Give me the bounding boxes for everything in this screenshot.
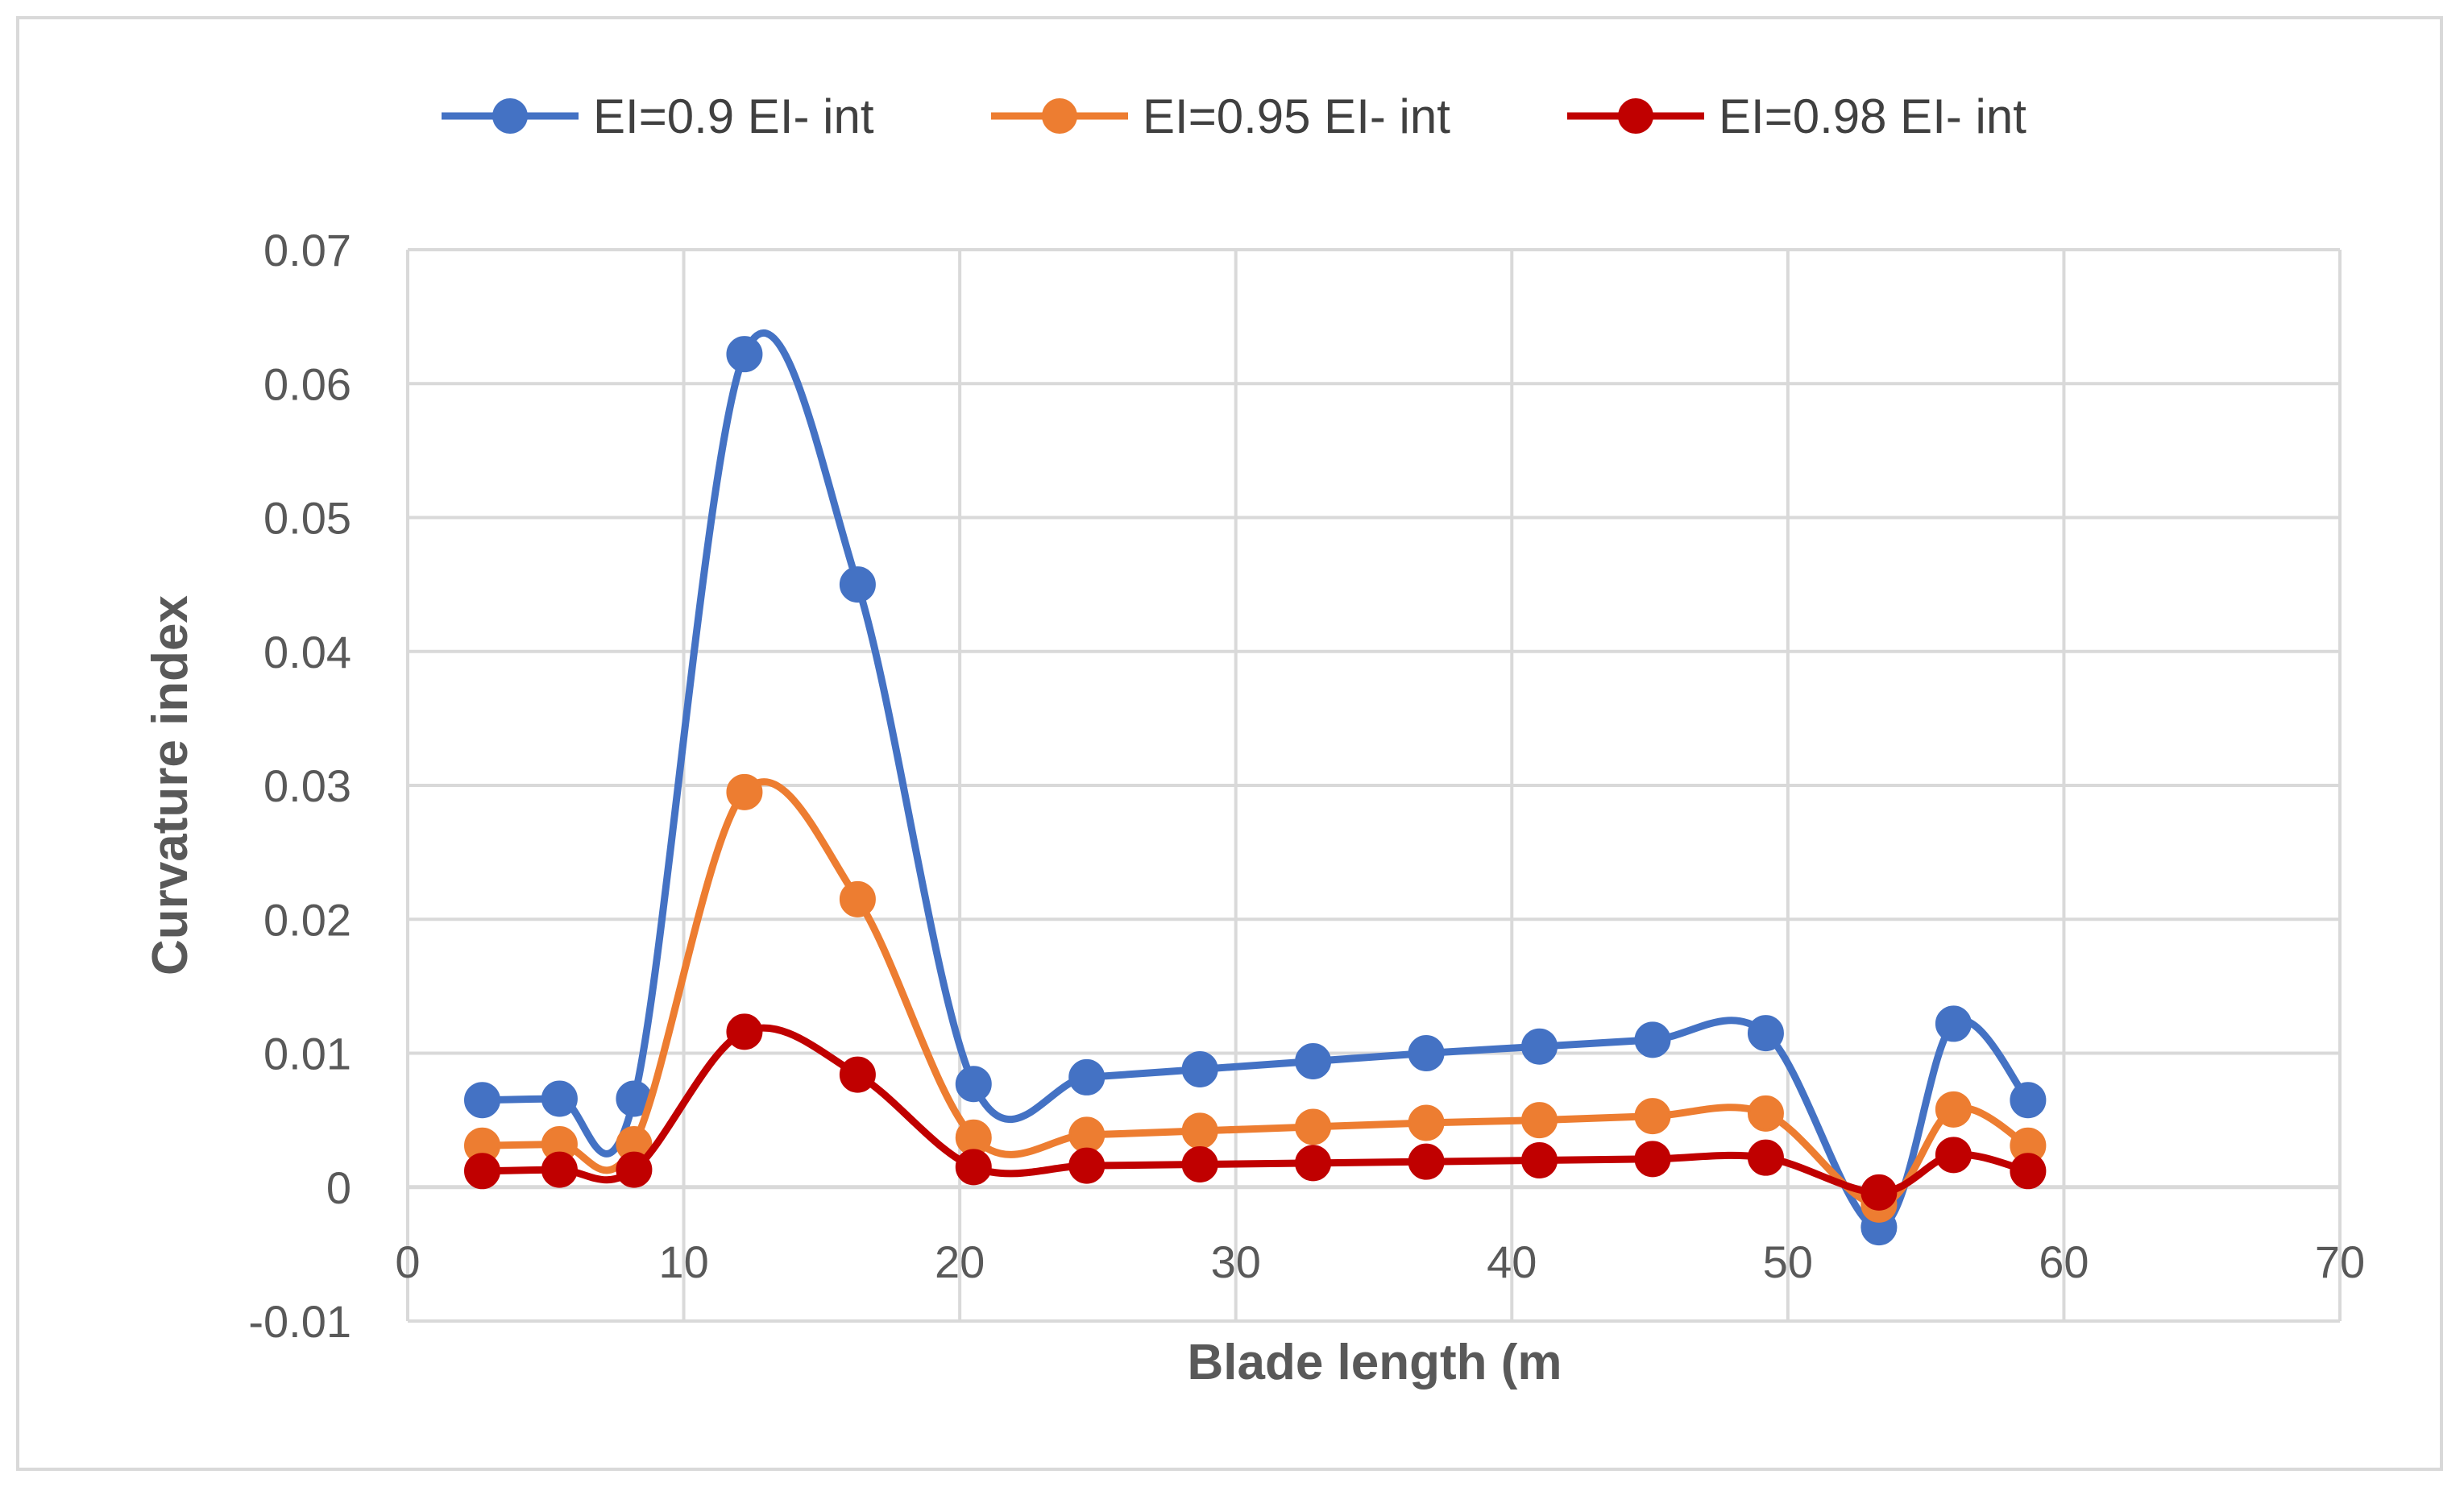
data-point [1295,1145,1332,1182]
data-point [1181,1145,1218,1182]
y-tick-label: -0.01 [248,1296,351,1347]
data-point [955,1066,992,1103]
data-point [839,880,876,917]
data-point [1860,1174,1898,1211]
x-tick-label: 50 [1763,1236,1813,1287]
data-point [1935,1091,1972,1128]
data-point [1521,1142,1558,1178]
data-point [1181,1050,1218,1087]
legend-marker [492,98,528,134]
series-1 [463,329,2047,1246]
data-point [839,566,876,603]
axes: -0.01 0 0.01 0.02 0.03 0.04 0.05 0.06 0.07 0 10 20 3… [248,225,2365,1347]
legend-label: EI=0.95 EI- int [1143,89,1450,143]
x-tick-label: 20 [935,1236,985,1287]
data-point [1068,1147,1105,1184]
y-tick-label: 0 [326,1162,351,1213]
data-point [1521,1028,1558,1065]
legend-item: EI=0.95 EI- int [991,89,1450,143]
series-line [482,778,2031,1208]
y-tick-label: 0.01 [263,1029,351,1079]
data-point [1408,1104,1445,1141]
y-axis-title: Curvature index [143,594,198,975]
legend-marker [1618,98,1653,134]
data-point [1747,1015,1784,1052]
y-tick-label: 0.07 [263,225,351,275]
data-point [1935,1005,1972,1042]
y-tick-label: 0.05 [263,493,351,544]
data-point [616,1151,653,1188]
x-axis-title: Blade length (m [1187,1335,1562,1390]
data-point [2010,1153,2047,1190]
series-line [482,1024,2030,1196]
data-point [955,1149,992,1186]
data-point [1521,1102,1558,1139]
x-tick-label: 30 [1211,1236,1261,1287]
y-tick-label: 0.02 [263,894,351,945]
data-point [726,336,763,373]
series-group [463,329,2047,1246]
legend-label: EI=0.98 EI- int [1719,89,2026,143]
data-point [1408,1035,1445,1071]
data-point [1295,1042,1332,1079]
x-tick-label: 60 [2039,1236,2089,1287]
x-tick-label: 40 [1487,1236,1537,1287]
chart-frame [16,16,2443,1471]
data-point [1634,1021,1671,1058]
data-point [1068,1058,1105,1095]
x-tick-label: 0 [395,1236,420,1287]
data-point [541,1151,578,1188]
data-point [1634,1098,1671,1135]
x-tick-label: 70 [2315,1236,2365,1287]
y-tick-label: 0.06 [263,358,351,409]
data-point [1935,1137,1972,1174]
data-point [1181,1112,1218,1149]
data-point [1408,1143,1445,1180]
data-point [1295,1108,1332,1145]
data-point [2010,1082,2047,1119]
y-tick-label: 0.03 [263,760,351,811]
data-point [726,773,763,810]
data-point [1068,1116,1105,1153]
legend-label: EI=0.9 EI- int [593,89,874,143]
data-point [541,1080,578,1117]
data-point [463,1153,500,1190]
series-line [482,329,2031,1232]
data-point [1634,1141,1671,1178]
data-point [463,1082,500,1119]
data-point [726,1013,763,1050]
data-point [1747,1095,1784,1132]
legend-item: EI=0.98 EI- int [1567,89,2026,143]
y-tick-label: 0.04 [263,627,351,677]
data-point [839,1056,876,1093]
legend-marker [1042,98,1077,134]
x-tick-label: 10 [658,1236,708,1287]
series-3 [463,1013,2047,1211]
data-point [1747,1139,1784,1176]
legend: EI=0.9 EI- int EI=0.95 EI- int EI=0.98 EI-… [442,89,2026,143]
legend-item: EI=0.9 EI- int [442,89,874,143]
series-2 [463,773,2047,1223]
